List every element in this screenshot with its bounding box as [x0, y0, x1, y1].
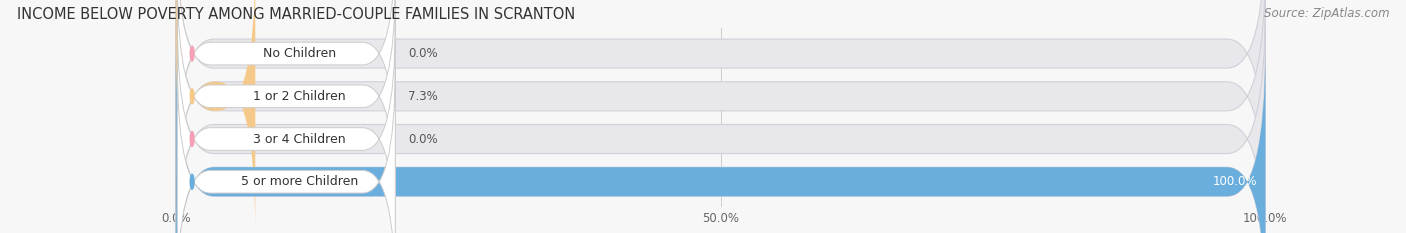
Circle shape: [190, 89, 194, 104]
Text: Source: ZipAtlas.com: Source: ZipAtlas.com: [1264, 7, 1389, 20]
FancyBboxPatch shape: [176, 47, 1265, 233]
FancyBboxPatch shape: [176, 0, 1265, 231]
Text: INCOME BELOW POVERTY AMONG MARRIED-COUPLE FAMILIES IN SCRANTON: INCOME BELOW POVERTY AMONG MARRIED-COUPL…: [17, 7, 575, 22]
Text: 1 or 2 Children: 1 or 2 Children: [253, 90, 346, 103]
Text: 3 or 4 Children: 3 or 4 Children: [253, 133, 346, 146]
FancyBboxPatch shape: [177, 22, 395, 233]
Text: 5 or more Children: 5 or more Children: [240, 175, 359, 188]
FancyBboxPatch shape: [176, 0, 256, 231]
FancyBboxPatch shape: [177, 65, 395, 233]
Circle shape: [190, 46, 194, 61]
Text: 7.3%: 7.3%: [408, 90, 437, 103]
Circle shape: [190, 132, 194, 146]
Text: 0.0%: 0.0%: [408, 133, 437, 146]
Text: No Children: No Children: [263, 47, 336, 60]
Text: 0.0%: 0.0%: [408, 47, 437, 60]
FancyBboxPatch shape: [177, 0, 395, 170]
FancyBboxPatch shape: [177, 0, 395, 213]
Text: 100.0%: 100.0%: [1212, 175, 1257, 188]
FancyBboxPatch shape: [176, 0, 1265, 188]
Circle shape: [190, 174, 194, 189]
FancyBboxPatch shape: [176, 4, 1265, 233]
FancyBboxPatch shape: [176, 47, 1265, 233]
